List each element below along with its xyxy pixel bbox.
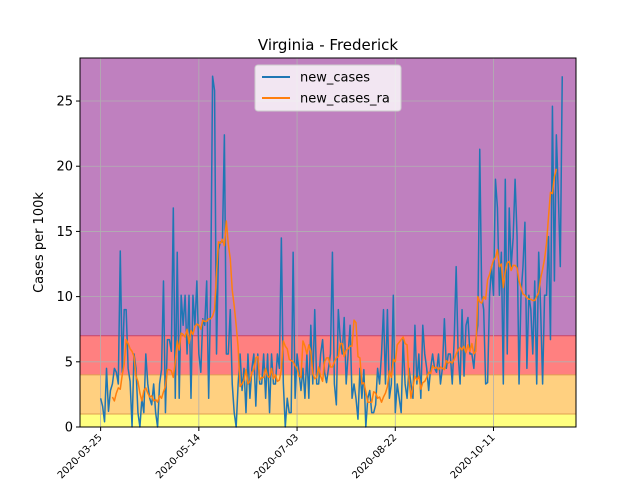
legend: new_cases new_cases_ra xyxy=(254,64,402,112)
y-tick-label: 0 xyxy=(65,421,73,436)
y-axis-label: Cases per 100k xyxy=(32,192,47,293)
legend-label: new_cases_ra xyxy=(300,92,390,107)
x-tick-label: 2020-05-14 xyxy=(154,432,203,480)
legend-label: new_cases xyxy=(300,71,370,86)
series-line-new_cases_ra xyxy=(111,168,558,403)
chart-title: Virginia - Frederick xyxy=(258,36,398,54)
y-tick-label: 10 xyxy=(56,290,73,305)
series-lines xyxy=(99,75,563,428)
x-tick-label: 2020-03-25 xyxy=(56,432,105,480)
y-tick-label: 5 xyxy=(65,355,73,370)
series-line-new_cases xyxy=(99,75,563,428)
y-tick-label: 20 xyxy=(56,160,73,175)
y-axis: 0 5 10 15 20 25 xyxy=(56,95,80,436)
x-tick-label: 2020-07-03 xyxy=(252,432,301,480)
band-0 xyxy=(80,413,576,427)
y-tick-label: 25 xyxy=(56,95,73,110)
y-tick-label: 15 xyxy=(56,225,73,240)
plot-frame xyxy=(79,57,577,428)
x-tick-label: 2020-08-22 xyxy=(351,432,400,480)
x-axis: 2020-03-25 2020-05-14 2020-07-03 2020-08-22… xyxy=(56,427,498,480)
x-tick-label: 2020-10-11 xyxy=(449,432,498,480)
legend-box xyxy=(254,64,402,112)
